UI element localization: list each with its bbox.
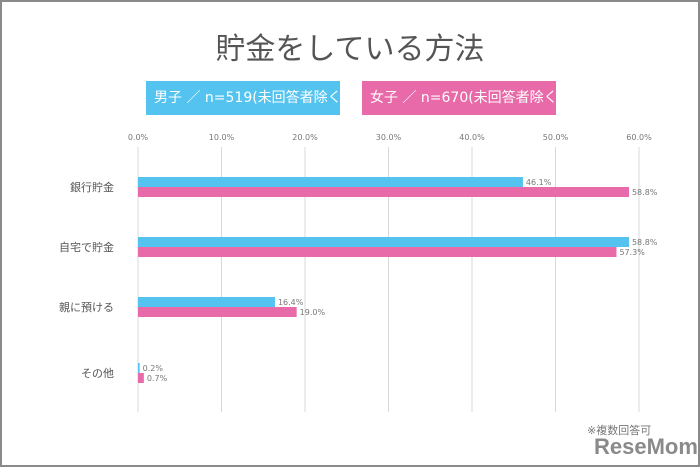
data-label: 58.8% [632, 188, 658, 197]
data-label: 58.8% [632, 238, 658, 247]
bar-male [138, 177, 523, 187]
note: ※複数回答可 [587, 424, 652, 437]
category-label: 自宅で貯金 [59, 240, 114, 254]
x-tick-label: 0.0% [128, 133, 149, 142]
legend-female: 女子 ／ n=670(未回答者除く) [362, 81, 563, 115]
category-label: その他 [81, 367, 114, 380]
data-label: 0.7% [147, 374, 168, 383]
x-tick-label: 20.0% [292, 133, 318, 142]
data-label: 0.2% [143, 364, 164, 373]
chart-title: 貯金をしている方法 [215, 32, 485, 67]
bar-female [138, 187, 629, 197]
x-tick-label: 60.0% [626, 133, 652, 142]
x-tick-label: 40.0% [459, 133, 485, 142]
bar-male [138, 237, 629, 247]
bar-male [138, 363, 140, 373]
bar-male [138, 297, 275, 307]
x-tick-label: 50.0% [543, 133, 569, 142]
x-tick-label: 30.0% [376, 133, 402, 142]
data-label: 16.4% [278, 298, 304, 307]
legend-male: 男子 ／ n=519(未回答者除く) [146, 81, 347, 115]
data-label: 19.0% [300, 308, 326, 317]
data-label: 46.1% [526, 178, 552, 187]
bar-female [138, 373, 144, 383]
data-label: 57.3% [619, 248, 645, 257]
bar-female [138, 247, 617, 257]
x-tick-label: 10.0% [209, 133, 235, 142]
resemom-logo: ReseMom [594, 434, 698, 459]
category-label: 親に預ける [59, 301, 114, 314]
category-label: 銀行貯金 [70, 180, 114, 194]
bar-female [138, 307, 297, 317]
